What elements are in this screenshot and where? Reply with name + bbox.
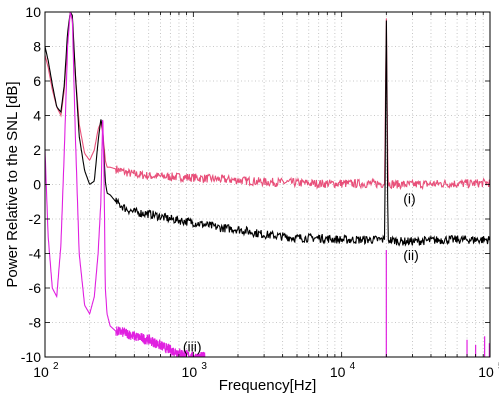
y-tick-label: 0 — [33, 177, 41, 193]
y-tick-label: -10 — [21, 349, 41, 365]
x-tick-exponent: 2 — [53, 361, 59, 372]
y-tick-label: -4 — [29, 246, 42, 262]
series-line-2 — [45, 12, 490, 247]
annotation-label: (iii) — [183, 339, 202, 355]
y-tick-label: 6 — [33, 73, 41, 89]
series-line-1 — [45, 12, 490, 191]
x-tick-exponent: 4 — [350, 361, 356, 372]
y-tick-label: -6 — [29, 280, 42, 296]
x-tick-label: 10 — [478, 364, 494, 380]
ticks: -10-8-6-4-20246810102103104105 — [21, 4, 499, 380]
y-tick-label: -2 — [29, 211, 42, 227]
annotation-label: (ii) — [403, 247, 419, 263]
y-tick-label: 10 — [25, 4, 41, 20]
series-line-3 — [45, 12, 206, 357]
x-tick-label: 10 — [330, 364, 346, 380]
x-tick-label: 10 — [182, 364, 198, 380]
y-axis-label: Power Relative to the SNL [dB] — [4, 81, 21, 287]
annotation-label: (i) — [403, 190, 415, 206]
y-tick-label: 4 — [33, 108, 41, 124]
y-tick-label: -8 — [29, 315, 42, 331]
x-axis-label: Frequency[Hz] — [219, 377, 317, 394]
y-tick-label: 8 — [33, 39, 41, 55]
annotations: (i) (ii) (iii) — [183, 190, 419, 354]
y-tick-label: 2 — [33, 142, 41, 158]
x-tick-label: 10 — [33, 364, 49, 380]
x-tick-exponent: 3 — [201, 361, 207, 372]
